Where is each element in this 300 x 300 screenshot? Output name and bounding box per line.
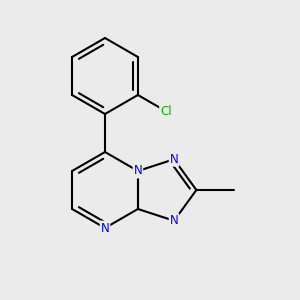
Text: N: N: [134, 164, 142, 178]
Text: N: N: [170, 153, 178, 166]
Text: N: N: [100, 221, 109, 235]
Text: N: N: [170, 214, 178, 227]
Text: Cl: Cl: [160, 105, 172, 118]
